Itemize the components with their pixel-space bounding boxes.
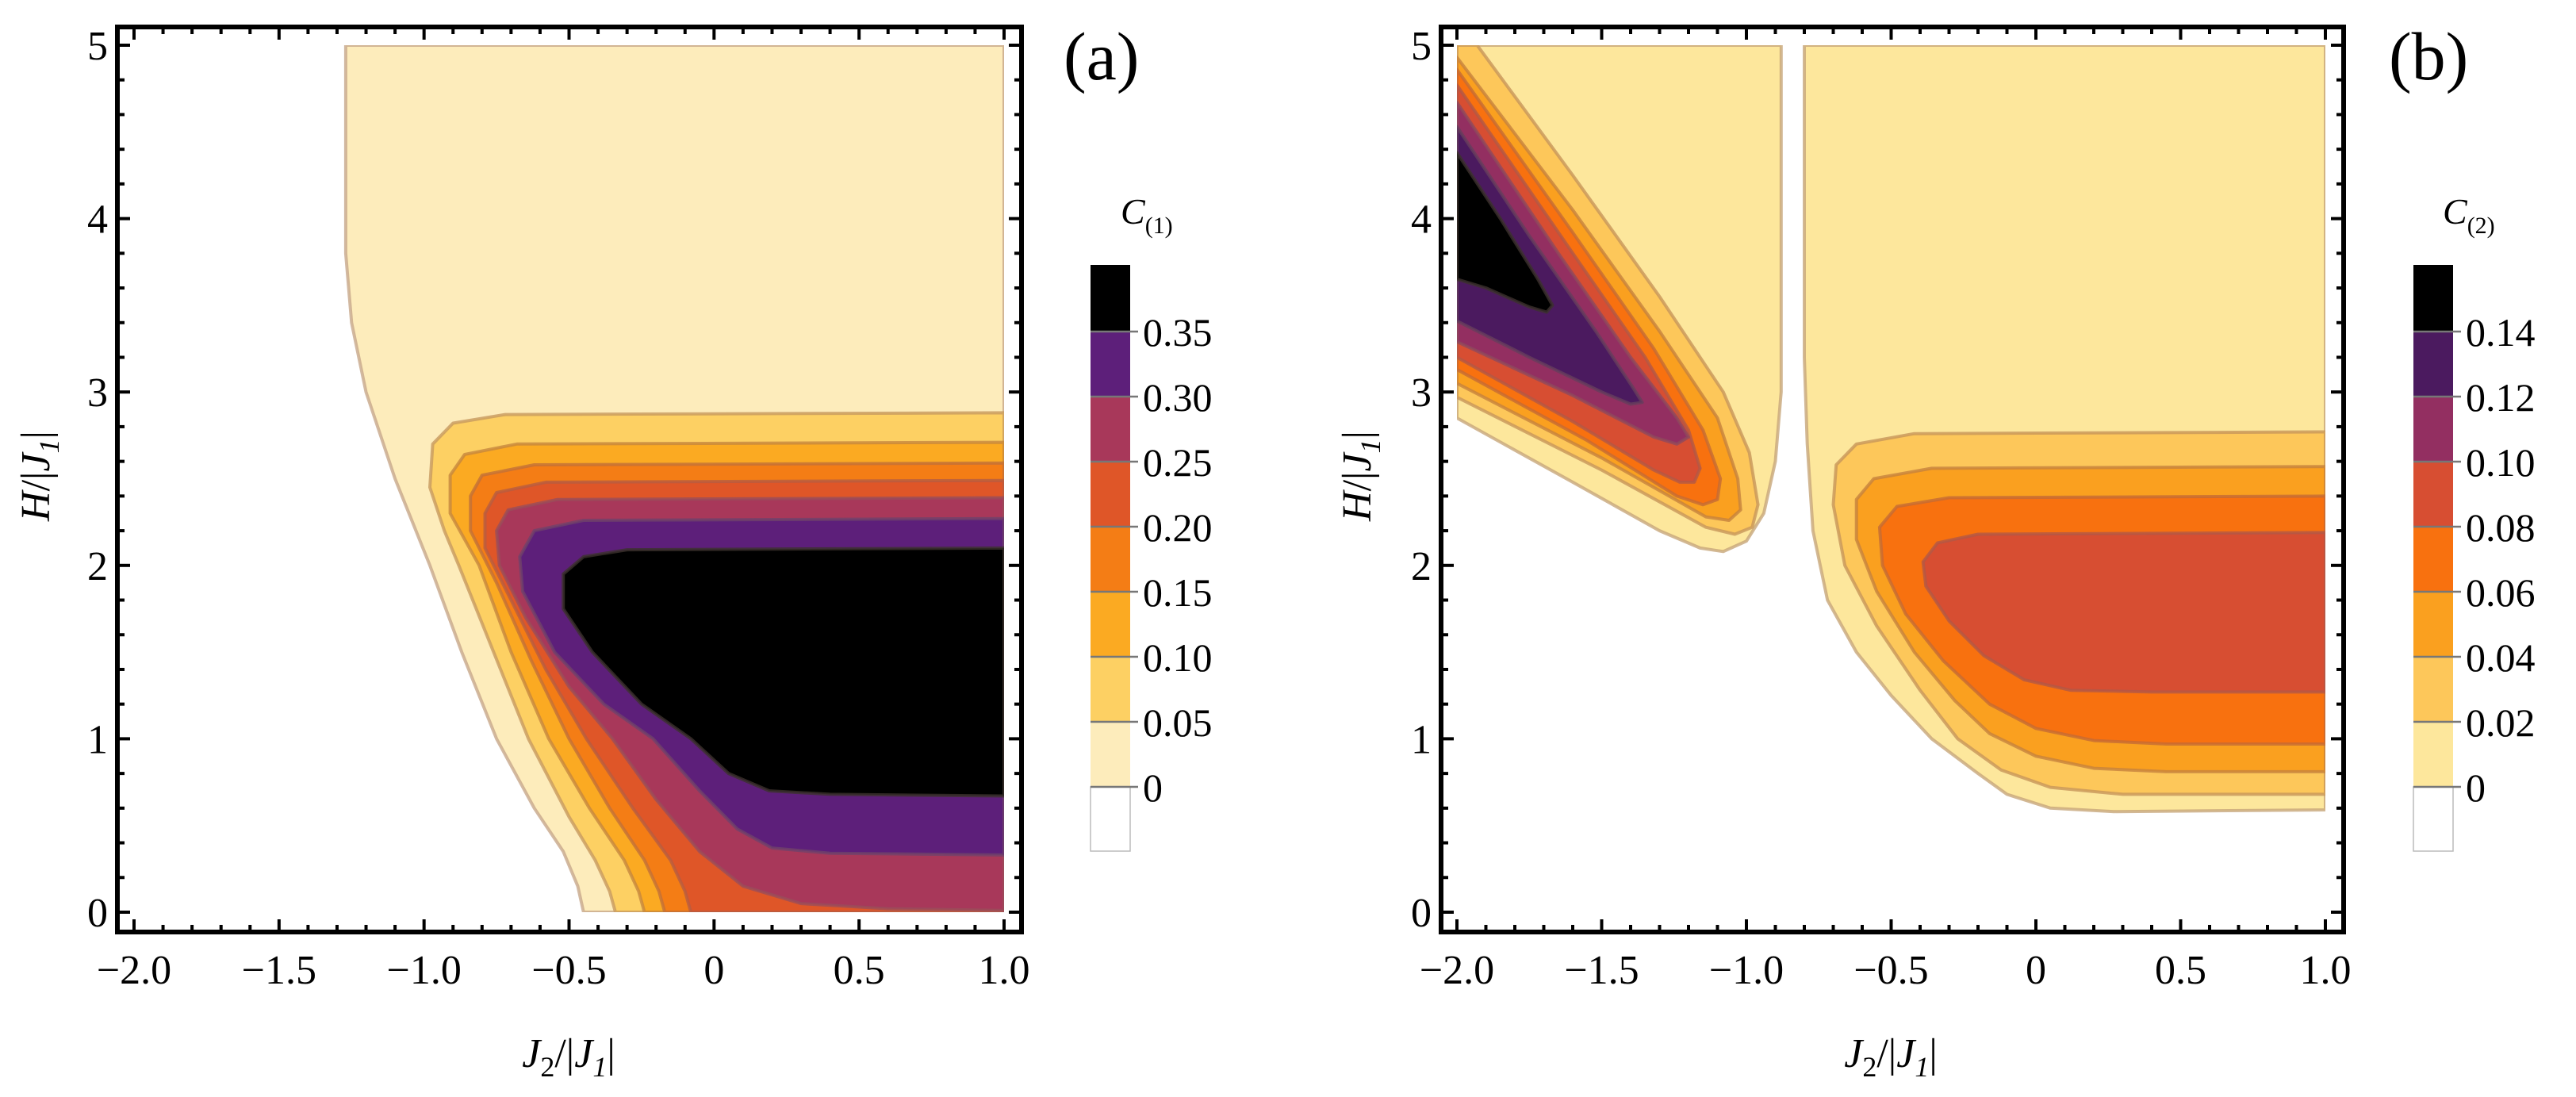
x-tick-label: 1.0 [979, 948, 1030, 993]
x-tick-label: −1.0 [387, 948, 462, 993]
colorbar-tick-label: 0 [1143, 765, 1163, 810]
colorbar-tick-label: 0.02 [2466, 700, 2536, 745]
y-tick-label: 4 [1411, 198, 1432, 243]
colorbar-band [2413, 332, 2453, 397]
colorbar-tick-label: 0.05 [1143, 700, 1213, 745]
colorbar-band [2413, 657, 2453, 722]
colorbar-tick-label: 0.15 [1143, 570, 1213, 615]
contour-regions-b [1457, 45, 2325, 814]
tick-labels-b: −2.0 −1.5 −1.0 −0.5 0 0.5 1.0 0 1 2 3 4 5 [1411, 24, 2352, 993]
colorbar-band [2413, 786, 2454, 852]
contour-region-0_14 [1457, 151, 1554, 314]
x-tick-label: −1.5 [242, 948, 316, 993]
y-axis-label-a: H/|J1| [13, 431, 65, 522]
colorbar-band [2413, 527, 2453, 592]
x-tick-label: −2.0 [1420, 948, 1494, 993]
y-tick-label: 3 [1411, 370, 1432, 416]
x-axis-label-a: J2/|J1| [522, 1031, 615, 1083]
colorbar-band [1091, 462, 1130, 527]
colorbar-tick-label: 0.08 [2466, 505, 2536, 550]
y-tick-label: 5 [1411, 24, 1432, 69]
x-tick-label: 0.5 [834, 948, 885, 993]
colorbar-band [1091, 527, 1130, 592]
colorbar-band [1091, 332, 1130, 397]
x-tick-label: −2.0 [97, 948, 171, 993]
colorbar-band [1091, 397, 1130, 462]
x-tick-label: 0 [703, 948, 724, 993]
y-tick-label: 3 [87, 370, 108, 416]
colorbar-a: 0 0.05 0.10 0.15 0.20 0.25 0.30 0.35 [1090, 265, 1213, 852]
colorbar-title-b: C(2) [2443, 191, 2495, 239]
panel-label-b: (b) [2389, 18, 2468, 94]
y-tick-label: 4 [87, 198, 108, 243]
colorbar-tick-label: 0.12 [2466, 375, 2536, 420]
colorbar-band [1091, 722, 1130, 787]
x-tick-label: 1.0 [2300, 948, 2352, 993]
x-tick-label: 0 [2026, 948, 2046, 993]
y-tick-label: 2 [87, 544, 108, 589]
y-tick-label: 1 [87, 717, 108, 762]
colorbar-band [1091, 592, 1130, 657]
plot-frame-a [115, 25, 1024, 934]
y-tick-label: 0 [87, 891, 108, 936]
x-axis-label-b: J2/|J1| [1844, 1031, 1937, 1083]
colorbar-tick-label: 0 [2466, 765, 2486, 810]
colorbar-tick-label: 0.06 [2466, 570, 2536, 615]
colorbar-tick-label: 0.10 [2466, 440, 2536, 485]
colorbar-tick-label: 0.35 [1143, 310, 1213, 355]
y-tick-label: 1 [1411, 717, 1432, 762]
colorbar-title-a: C(1) [1121, 191, 1173, 239]
colorbar-band [2413, 397, 2453, 462]
panel-label-a: (a) [1064, 18, 1139, 94]
colorbar-band [2413, 462, 2453, 527]
contour-region-0_35 [562, 546, 1004, 798]
contour-regions-a [343, 45, 1004, 912]
colorbar-tick-label: 0.14 [2466, 310, 2536, 355]
colorbar-band [1091, 657, 1130, 722]
x-tick-label: −1.0 [1709, 948, 1784, 993]
contour-region-0_08 [1921, 531, 2325, 694]
tick-labels-a: −2.0 −1.5 −1.0 −0.5 0 0.5 1.0 0 1 2 3 4 5 [87, 24, 1030, 993]
colorbar-tick-label: 0.30 [1143, 375, 1213, 420]
colorbar-tick-label: 0.04 [2466, 635, 2536, 680]
colorbar-tick-label: 0.10 [1143, 635, 1213, 680]
y-tick-label: 5 [87, 24, 108, 69]
contour-region-0_1 [1457, 101, 1690, 446]
x-tick-label: −0.5 [1853, 948, 1928, 993]
colorbar-b: 0 0.02 0.04 0.06 0.08 0.10 0.12 0.14 [2413, 265, 2536, 852]
x-tick-label: −0.5 [531, 948, 606, 993]
y-tick-label: 2 [1411, 544, 1432, 589]
x-tick-label: 0.5 [2155, 948, 2206, 993]
y-tick-label: 0 [1411, 891, 1432, 936]
colorbar-band [2413, 722, 2453, 787]
y-axis-label-b: H/|J1| [1335, 431, 1386, 522]
colorbar-band [1090, 786, 1131, 852]
colorbar-band [1091, 265, 1130, 332]
colorbar-tick-label: 0.25 [1143, 440, 1213, 485]
colorbar-band [2413, 592, 2453, 657]
x-tick-label: −1.5 [1564, 948, 1639, 993]
contour-region-0_12 [1457, 125, 1644, 406]
plot-frame-b [1439, 25, 2346, 934]
colorbar-band [2413, 265, 2453, 332]
colorbar-tick-label: 0.20 [1143, 505, 1213, 550]
